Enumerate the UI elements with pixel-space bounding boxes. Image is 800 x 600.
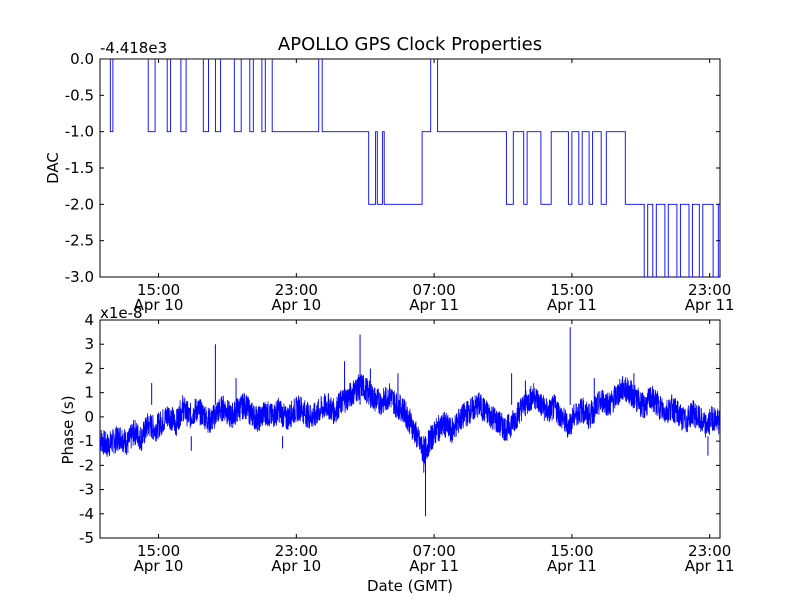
1-x-tick-date: Apr 11	[685, 557, 735, 575]
1-x-tick-date: Apr 10	[134, 557, 184, 575]
1-y-tick-label: 1	[84, 384, 94, 402]
1-y-tick-label: 2	[84, 359, 94, 377]
0-x-tick-date: Apr 10	[134, 296, 184, 314]
1-x-tick-time: 07:00	[412, 542, 455, 560]
dac-chart: APOLLO GPS Clock Properties -4.418e3 DAC…	[44, 34, 735, 314]
0-y-tick-label: -3.0	[65, 268, 94, 286]
1-x-tick-time: 23:00	[688, 542, 731, 560]
1-x-tick-date: Apr 11	[547, 557, 597, 575]
1-x-tick-time: 15:00	[137, 542, 180, 560]
dac-y-axis-label: DAC	[44, 152, 62, 184]
0-y-tick-label: -2.0	[65, 195, 94, 213]
0-x-tick-date: Apr 11	[547, 296, 597, 314]
0-x-tick-time: 15:00	[550, 281, 593, 299]
chart-title: APOLLO GPS Clock Properties	[278, 34, 542, 55]
phase-chart: x1e-8 Phase (s) Date (GMT) 4 3 2 1 0 -1 -2 -3 -4…	[59, 304, 735, 595]
1-y-tick-label: -1	[79, 432, 94, 450]
1-y-tick-label: 4	[84, 311, 94, 329]
phase-offset-label: x1e-8	[100, 304, 143, 322]
1-y-tick-label: -3	[79, 481, 94, 499]
1-x-tick-date: Apr 10	[271, 557, 321, 575]
0-y-tick-label: -1.5	[65, 159, 94, 177]
x-axis-label: Date (GMT)	[367, 577, 453, 595]
0-x-tick-date: Apr 11	[409, 296, 459, 314]
0-y-tick-label: -1.0	[65, 123, 94, 141]
0-x-tick-date: Apr 11	[685, 296, 735, 314]
phase-series-line	[100, 373, 720, 466]
0-x-tick-time: 07:00	[412, 281, 455, 299]
1-y-tick-label: 0	[84, 408, 94, 426]
0-y-tick-label: 0.0	[70, 50, 94, 68]
1-x-tick-time: 23:00	[275, 542, 318, 560]
1-y-tick-label: -2	[79, 456, 94, 474]
dac-offset-label: -4.418e3	[100, 39, 167, 57]
0-x-tick-time: 23:00	[688, 281, 731, 299]
1-y-tick-label: -5	[79, 529, 94, 547]
0-y-tick-label: -2.5	[65, 232, 94, 250]
0-y-tick-label: -0.5	[65, 86, 94, 104]
0-x-tick-time: 23:00	[275, 281, 318, 299]
0-x-tick-date: Apr 10	[271, 296, 321, 314]
1-x-tick-time: 15:00	[550, 542, 593, 560]
1-y-tick-label: -4	[79, 505, 94, 523]
dac-series-line	[100, 59, 720, 277]
phase-y-axis-label: Phase (s)	[59, 395, 77, 464]
0-x-tick-time: 15:00	[137, 281, 180, 299]
1-x-tick-date: Apr 11	[409, 557, 459, 575]
1-y-tick-label: 3	[84, 335, 94, 353]
